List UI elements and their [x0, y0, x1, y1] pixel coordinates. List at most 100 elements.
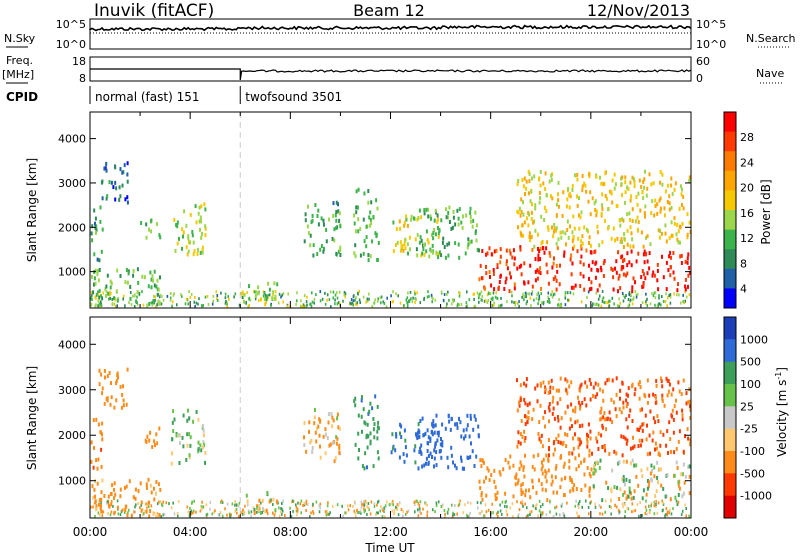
- echo-cell: [624, 515, 626, 519]
- echo-cell: [684, 284, 687, 289]
- echo-cell: [557, 192, 559, 197]
- echo-cell: [618, 297, 620, 301]
- echo-cell: [457, 242, 460, 247]
- echo-cell: [337, 301, 340, 305]
- echo-cell: [545, 470, 548, 475]
- echo-cell: [335, 200, 338, 205]
- echo-cell: [572, 246, 575, 251]
- echo-cell: [550, 474, 553, 479]
- echo-cell: [93, 282, 95, 287]
- echo-cell: [420, 511, 422, 515]
- echo-cell: [268, 287, 271, 292]
- echo-cell: [134, 496, 137, 501]
- echo-cell: [591, 260, 594, 265]
- echo-cell: [95, 292, 98, 297]
- echo-cell: [163, 512, 166, 516]
- echo-cell: [564, 377, 567, 382]
- echo-cell: [648, 433, 651, 438]
- echo-cell: [641, 496, 644, 501]
- echo-cell: [560, 304, 563, 308]
- echo-cell: [147, 505, 150, 509]
- echo-cell: [594, 303, 596, 306]
- echo-cell: [452, 460, 454, 465]
- echo-cell: [202, 505, 204, 509]
- echo-cell: [153, 497, 156, 502]
- echo-cell: [567, 298, 569, 302]
- echo-cell: [587, 505, 590, 509]
- echo-cell: [443, 509, 446, 512]
- echo-cell: [297, 501, 299, 505]
- echo-cell: [224, 507, 226, 511]
- echo-cell: [295, 509, 298, 513]
- echo-cell: [248, 303, 250, 307]
- echo-cell: [538, 249, 541, 254]
- echo-cell: [446, 511, 449, 515]
- echo-cell: [533, 244, 536, 249]
- echo-cell: [622, 294, 625, 298]
- echo-cell: [441, 422, 444, 427]
- echo-cell: [198, 219, 201, 224]
- echo-cell: [610, 498, 612, 503]
- echo-cell: [99, 513, 101, 517]
- echo-cell: [560, 504, 563, 508]
- echo-cell: [631, 458, 634, 463]
- echo-cell: [518, 264, 521, 269]
- echo-cell: [551, 265, 554, 270]
- echo-cell: [556, 269, 559, 274]
- echo-cell: [689, 442, 692, 447]
- echo-cell: [234, 500, 236, 504]
- echo-cell: [557, 198, 560, 203]
- echo-cell: [103, 494, 106, 498]
- echo-cell: [279, 510, 282, 514]
- echo-cell: [525, 377, 528, 382]
- echo-cell: [225, 300, 227, 303]
- echo-cell: [621, 453, 624, 458]
- echo-cell: [437, 234, 440, 239]
- echo-cell: [588, 493, 591, 498]
- echo-cell: [521, 499, 524, 503]
- echo-cell: [533, 174, 536, 179]
- echo-cell: [303, 503, 306, 507]
- echo-cell: [104, 166, 107, 171]
- echo-cell: [126, 513, 129, 518]
- echo-cell: [641, 428, 644, 433]
- echo-cell: [552, 490, 555, 495]
- echo-cell: [429, 247, 432, 252]
- echo-cell: [110, 492, 112, 496]
- echo-cell: [181, 227, 184, 232]
- echo-cell: [500, 296, 502, 300]
- echo-cell: [481, 249, 484, 253]
- echo-cell: [546, 240, 549, 245]
- echo-cell: [410, 217, 413, 222]
- echo-cell: [458, 207, 461, 212]
- echo-cell: [578, 499, 581, 503]
- echo-cell: [127, 511, 129, 515]
- echo-cell: [238, 501, 241, 505]
- echo-cell: [134, 487, 137, 492]
- echo-cell: [141, 513, 144, 517]
- echo-cell: [410, 297, 412, 301]
- echo-cell: [324, 510, 327, 514]
- echo-cell: [114, 305, 117, 308]
- echo-cell: [467, 237, 470, 242]
- echo-cell: [216, 297, 218, 301]
- echo-cell: [366, 513, 368, 516]
- echo-cell: [636, 292, 639, 296]
- echo-cell: [533, 298, 535, 302]
- colorbar-swatch: [724, 406, 736, 430]
- echo-cell: [169, 298, 172, 302]
- echo-cell: [631, 285, 634, 290]
- echo-cell: [185, 245, 188, 250]
- echo-cell: [559, 304, 561, 308]
- echo-cell: [649, 509, 651, 512]
- echo-cell: [646, 486, 649, 491]
- echo-cell: [677, 483, 680, 488]
- echo-cell: [417, 466, 420, 471]
- echo-cell: [637, 483, 640, 488]
- echo-cell: [377, 297, 379, 301]
- echo-cell: [395, 243, 397, 247]
- colorbar-swatch: [724, 190, 736, 211]
- echo-cell: [442, 298, 445, 302]
- echo-cell: [659, 376, 662, 381]
- echo-cell: [479, 458, 482, 463]
